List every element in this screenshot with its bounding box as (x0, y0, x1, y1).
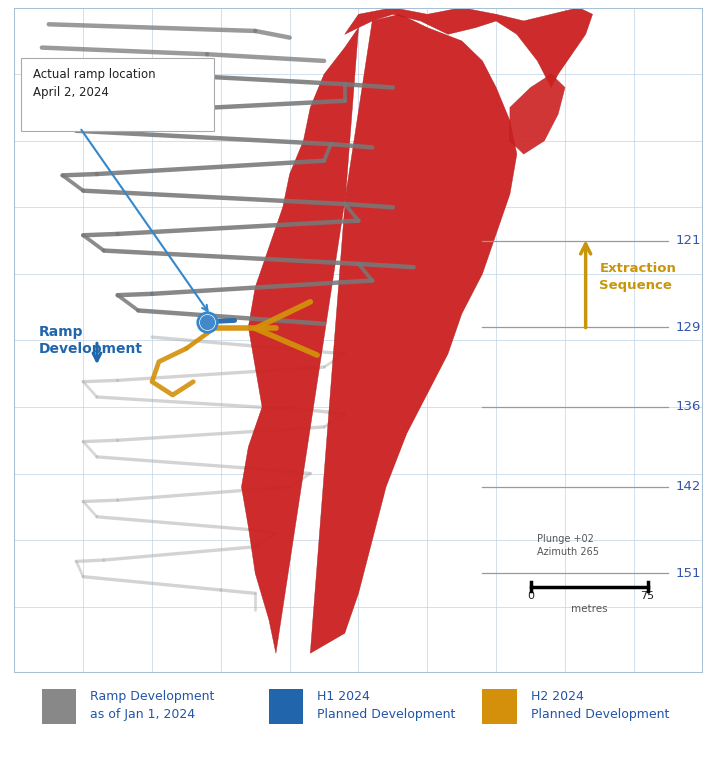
Polygon shape (242, 15, 517, 653)
Text: H1 2024
Planned Development: H1 2024 Planned Development (317, 690, 455, 721)
FancyBboxPatch shape (22, 57, 214, 131)
Text: 136: 136 (675, 401, 701, 413)
Text: H2 2024
Planned Development: H2 2024 Planned Development (531, 690, 669, 721)
Text: Ramp Development
as of Jan 1, 2024: Ramp Development as of Jan 1, 2024 (90, 690, 214, 721)
Bar (483, 688, 517, 724)
Text: 151: 151 (675, 567, 701, 580)
Text: metres: metres (571, 604, 607, 614)
Text: Actual ramp location
April 2, 2024: Actual ramp location April 2, 2024 (33, 67, 156, 99)
Polygon shape (510, 74, 565, 154)
Text: Plunge +02
Azimuth 265: Plunge +02 Azimuth 265 (538, 534, 599, 557)
Text: 129: 129 (675, 321, 701, 334)
Polygon shape (345, 8, 592, 87)
Text: 142: 142 (675, 480, 701, 493)
Bar (269, 688, 303, 724)
Text: 75: 75 (640, 591, 655, 601)
Text: Ramp
Development: Ramp Development (39, 325, 143, 356)
Text: 0: 0 (527, 591, 534, 601)
Text: 121: 121 (675, 234, 701, 247)
Bar (42, 688, 76, 724)
Text: Extraction
Sequence: Extraction Sequence (599, 262, 676, 292)
